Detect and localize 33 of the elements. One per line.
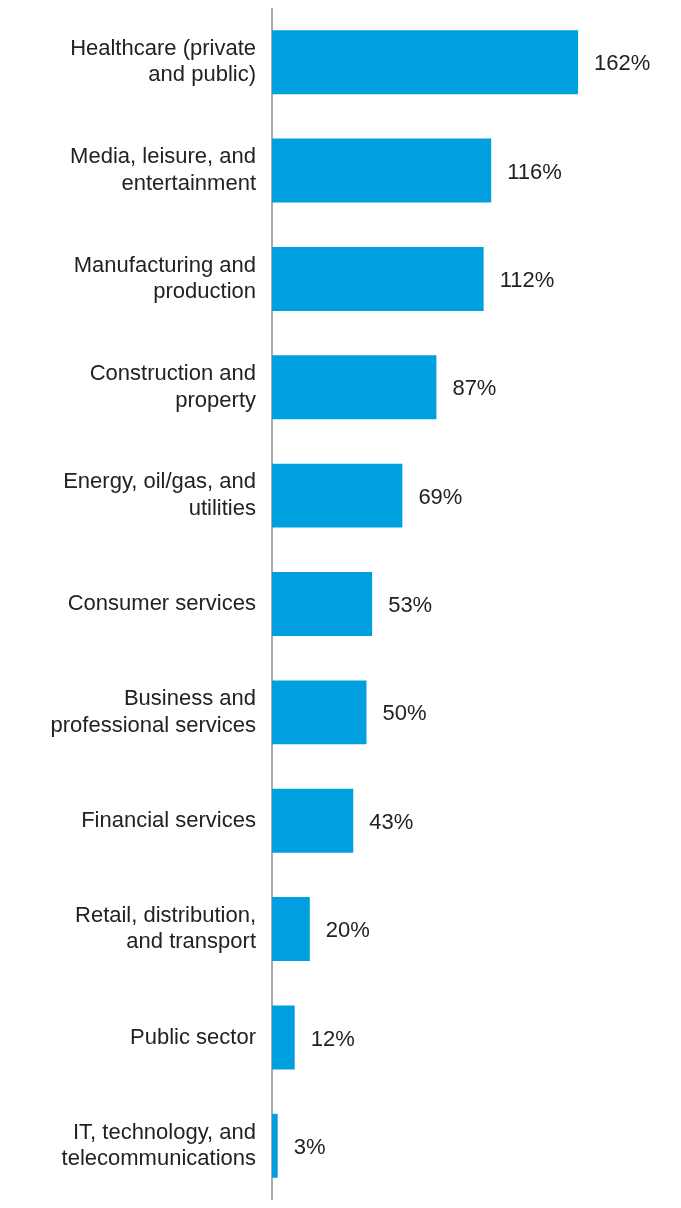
data-label: 87% — [452, 375, 497, 401]
y-tick-label: Construction and property — [89, 360, 256, 412]
bar — [272, 788, 354, 853]
y-tick-label: IT, technology, and telecommunications — [61, 1118, 256, 1171]
data-label: 69% — [418, 483, 463, 509]
bar — [272, 463, 403, 528]
bar — [272, 680, 367, 745]
y-tick-label: Retail, distribution, and transport — [75, 901, 256, 954]
bar — [272, 897, 310, 962]
data-label: 20% — [325, 917, 370, 943]
y-tick-label: Consumer services — [67, 590, 256, 616]
data-label: 112% — [499, 266, 555, 292]
y-tick-label: Business and professional services — [50, 685, 256, 737]
bar — [272, 1113, 278, 1178]
data-label: 3% — [293, 1133, 326, 1159]
bar — [272, 1005, 295, 1070]
data-label: 12% — [310, 1025, 355, 1051]
y-tick-label: Media, leisure, and entertainment — [70, 143, 256, 195]
bar — [272, 30, 579, 95]
bar — [272, 246, 484, 311]
y-tick-label: Public sector — [130, 1023, 256, 1049]
data-label: 116% — [507, 158, 562, 184]
data-label: 162% — [594, 50, 651, 76]
data-label: 43% — [369, 808, 414, 834]
y-tick-label: Financial services — [81, 806, 256, 832]
bar — [272, 138, 492, 203]
bar — [272, 355, 437, 420]
data-label: 53% — [388, 592, 433, 618]
y-tick-label: Manufacturing and production — [73, 251, 256, 304]
y-tick-label: Healthcare (private and public) — [70, 35, 256, 87]
y-tick-label: Energy, oil/gas, and utilities — [63, 468, 256, 520]
bar — [272, 572, 373, 636]
data-label: 50% — [382, 700, 427, 726]
